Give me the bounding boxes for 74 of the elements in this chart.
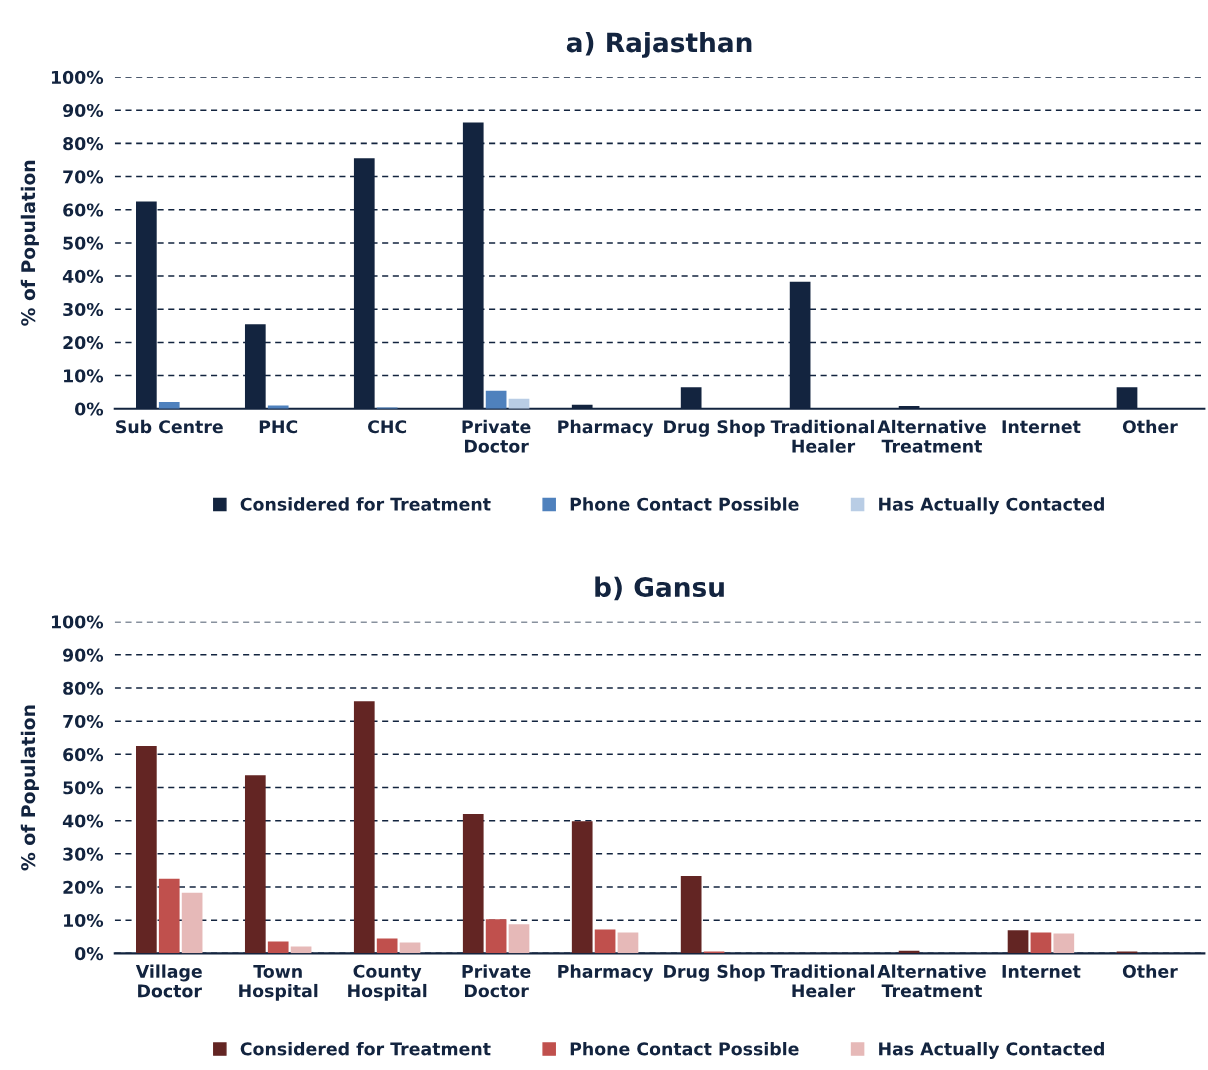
bar (376, 938, 398, 954)
x-tick-label: County Hospital (348, 964, 427, 1001)
y-tick-label: 70% (63, 170, 104, 184)
bar (267, 405, 289, 409)
x-tick-label: Village Doctor (135, 964, 202, 998)
bar (1053, 933, 1075, 954)
x-tick-label: Internet (1002, 420, 1081, 434)
y-axis-title: % of Population (20, 160, 39, 326)
x-tick-label: Drug Shop (664, 964, 765, 982)
bar (594, 929, 616, 954)
bar (244, 775, 266, 954)
x-tick-label: Pharmacy (558, 419, 654, 437)
y-tick-label: 90% (62, 103, 104, 118)
y-tick-label: 80% (63, 681, 104, 695)
bar (1007, 930, 1029, 954)
y-axis-title: % of Population (20, 705, 39, 871)
x-tick-label: Private Doctor (462, 419, 531, 453)
y-tick-label: 100% (51, 70, 104, 84)
y-tick-label: 100% (51, 615, 104, 629)
y-tick-label: 50% (63, 236, 104, 250)
bar (136, 746, 157, 954)
x-tick-label: Pharmacy (558, 964, 654, 982)
x-tick-label: Drug Shop (664, 419, 765, 437)
y-tick-label: 30% (63, 302, 104, 317)
x-tick-label: Alternative Treatment (877, 419, 986, 453)
chart-title: a) Rajasthan (566, 31, 752, 58)
y-tick-label: 0% (75, 947, 104, 961)
bar (617, 932, 639, 954)
y-tick-label: 20% (63, 880, 104, 894)
y-tick-label: 20% (63, 336, 104, 350)
bar (181, 892, 203, 954)
x-tick-label: Traditional Healer (770, 964, 874, 998)
bar (508, 924, 530, 954)
y-tick-label: 50% (63, 781, 104, 795)
x-tick-label: CHC (368, 420, 407, 434)
x-tick-label: Sub Centre (116, 419, 223, 434)
bar (485, 919, 507, 954)
legend-label: Phone Contact Possible (570, 497, 799, 511)
bar (680, 876, 702, 954)
bar (267, 941, 289, 954)
x-tick-label: PHC (259, 420, 298, 434)
x-tick-label: Private Doctor (462, 964, 531, 998)
y-tick-label: 70% (63, 714, 104, 729)
bar (353, 701, 375, 954)
y-tick-label: 10% (64, 913, 104, 928)
x-tick-label: Internet (1002, 965, 1081, 978)
x-tick-label: Other (1122, 964, 1178, 978)
y-tick-label: 80% (63, 137, 104, 151)
legend-label: Phone Contact Possible (570, 1041, 799, 1056)
y-tick-label: 60% (63, 203, 104, 217)
y-tick-label: 90% (62, 648, 104, 662)
bar (485, 390, 507, 409)
y-tick-label: 0% (75, 402, 104, 416)
legend-label: Has Actually Contacted (879, 1041, 1104, 1059)
bar (158, 402, 180, 409)
y-tick-label: 40% (62, 269, 104, 283)
y-tick-label: 30% (63, 847, 104, 861)
y-tick-label: 10% (64, 369, 104, 383)
bar (158, 878, 180, 954)
bar (290, 946, 312, 954)
x-tick-label: Alternative Treatment (877, 964, 986, 998)
legend-label: Has Actually Contacted (879, 497, 1104, 515)
y-tick-label: 60% (63, 748, 104, 762)
legend-label: Considered for Treatment (240, 1041, 491, 1056)
x-tick-label: Other (1122, 419, 1178, 434)
x-tick-label: Town Hospital (239, 965, 318, 1001)
bar (399, 942, 421, 954)
bar (462, 814, 484, 954)
legend-label: Considered for Treatment (240, 497, 491, 511)
bar (1030, 932, 1052, 954)
chart-title: b) Gansu (595, 576, 724, 601)
y-tick-label: 40% (62, 814, 104, 828)
bar (571, 821, 593, 954)
x-tick-label: Traditional Healer (770, 419, 874, 453)
